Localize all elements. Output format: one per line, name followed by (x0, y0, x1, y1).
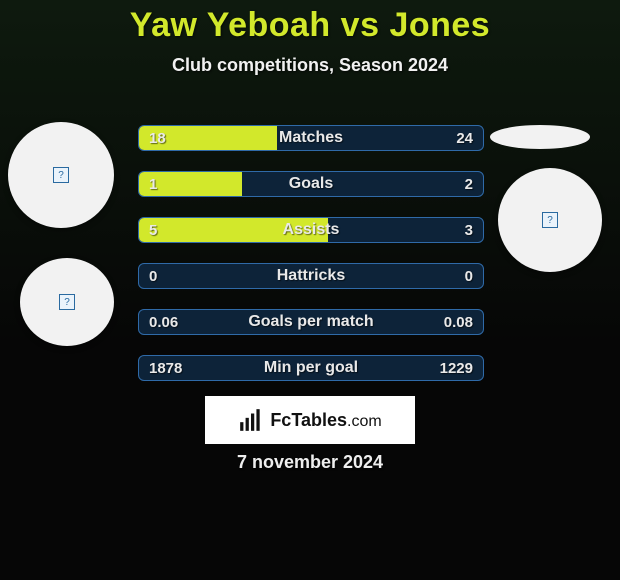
stat-right-value: 2 (465, 172, 473, 196)
player1-avatar (8, 122, 114, 228)
stat-bar-fill (139, 126, 277, 150)
title-vs: vs (341, 6, 380, 44)
brand-badge: FcTables.com (205, 396, 415, 444)
stat-bar-fill (139, 218, 328, 242)
stat-bar-fill (139, 172, 242, 196)
stats-bars: 1824Matches 12Goals 53Assists 0 0Hattricks 0.… (138, 125, 484, 401)
stat-bar: 12Goals (138, 171, 484, 197)
stat-right-value: 0.08 (444, 310, 473, 334)
image-placeholder-icon (59, 294, 75, 310)
stat-label: Min per goal (139, 356, 483, 380)
stat-right-value: 24 (456, 126, 473, 150)
image-placeholder-icon (542, 212, 558, 228)
stat-bar: 0 0Hattricks (138, 263, 484, 289)
player2-avatar (498, 168, 602, 272)
stat-right-value: 0 (465, 264, 473, 288)
stat-bar: 53Assists (138, 217, 484, 243)
stat-right-value: 1229 (440, 356, 473, 380)
image-placeholder-icon (53, 167, 69, 183)
title-player2: Jones (389, 6, 490, 44)
subtitle: Club competitions, Season 2024 (0, 55, 620, 76)
stat-bar: 1824Matches (138, 125, 484, 151)
stat-bar: 1878 1229Min per goal (138, 355, 484, 381)
stat-left-value: 0.06 (149, 310, 178, 334)
chart-bars-icon (238, 407, 264, 433)
stat-left-value: 1878 (149, 356, 182, 380)
player2-ellipse (490, 125, 590, 149)
stat-right-value: 3 (465, 218, 473, 242)
title-player1: Yaw Yeboah (130, 6, 331, 44)
stat-label: Goals per match (139, 310, 483, 334)
page-title: Yaw Yeboah vs Jones (0, 0, 620, 45)
stat-left-value: 0 (149, 264, 157, 288)
brand-tables: Tables (291, 410, 347, 430)
brand-dotcom: .com (347, 413, 382, 430)
player1-club-avatar (20, 258, 114, 346)
comparison-card: Yaw Yeboah vs Jones Club competitions, S… (0, 0, 620, 580)
footer-date: 7 november 2024 (0, 452, 620, 473)
brand-fc: Fc (270, 410, 291, 430)
stat-label: Hattricks (139, 264, 483, 288)
stat-bar: 0.06 0.08Goals per match (138, 309, 484, 335)
